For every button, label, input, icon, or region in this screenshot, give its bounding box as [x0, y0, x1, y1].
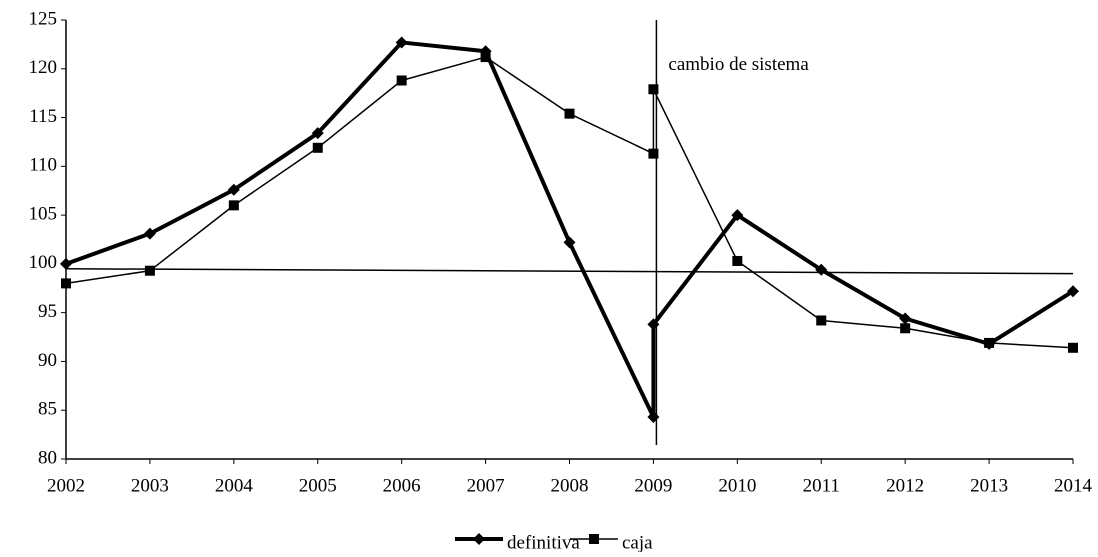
x-tick-label: 2002	[47, 475, 85, 496]
y-tick-label: 125	[29, 8, 58, 29]
marker	[1068, 342, 1078, 353]
x-tick-label: 2010	[718, 475, 756, 496]
series-line	[65, 56, 1074, 349]
legend-marker	[589, 534, 599, 544]
x-tick-label: 2011	[803, 475, 840, 496]
x-tick-label: 2014	[1054, 475, 1093, 496]
marker	[60, 257, 72, 270]
marker	[143, 227, 156, 240]
marker	[732, 255, 743, 266]
x-tick-label: 2007	[467, 475, 505, 496]
y-tick-label: 120	[29, 57, 58, 78]
marker	[227, 183, 240, 196]
y-tick-label: 80	[38, 447, 57, 468]
y-tick-label: 90	[38, 350, 57, 371]
y-tick-label: 100	[29, 252, 58, 273]
marker	[396, 75, 407, 86]
trend-line	[65, 268, 1074, 275]
marker	[311, 127, 324, 140]
annotation-text: cambio de sistema	[668, 54, 809, 75]
y-tick-label: 105	[29, 203, 58, 224]
marker	[900, 323, 911, 334]
marker	[648, 84, 659, 95]
x-tick-label: 2008	[551, 475, 589, 496]
marker	[228, 200, 239, 211]
marker	[144, 265, 155, 276]
x-tick-label: 2013	[970, 475, 1008, 496]
marker	[563, 236, 576, 249]
marker	[899, 312, 912, 325]
marker	[480, 52, 491, 63]
marker	[984, 337, 995, 348]
y-tick-label: 115	[29, 106, 57, 127]
y-tick-label: 85	[38, 399, 57, 420]
y-tick-label: 110	[29, 155, 57, 176]
legend-label: definitiva	[507, 532, 580, 552]
marker	[61, 278, 71, 289]
x-tick-label: 2003	[131, 475, 169, 496]
x-tick-label: 2009	[634, 475, 672, 496]
marker	[395, 36, 408, 49]
marker	[815, 263, 828, 276]
marker	[648, 148, 659, 159]
x-tick-label: 2005	[299, 475, 337, 496]
marker	[564, 108, 575, 119]
marker	[647, 411, 660, 424]
marker	[647, 318, 660, 331]
marker	[816, 315, 827, 326]
series-line	[65, 40, 1075, 420]
x-tick-label: 2012	[886, 475, 924, 496]
x-tick-label: 2006	[383, 475, 421, 496]
legend-marker	[473, 533, 485, 545]
marker	[731, 209, 744, 222]
y-tick-label: 95	[38, 301, 57, 322]
x-tick-label: 2004	[215, 475, 254, 496]
marker	[312, 142, 323, 153]
legend-label: caja	[622, 532, 653, 552]
marker	[1067, 285, 1079, 298]
